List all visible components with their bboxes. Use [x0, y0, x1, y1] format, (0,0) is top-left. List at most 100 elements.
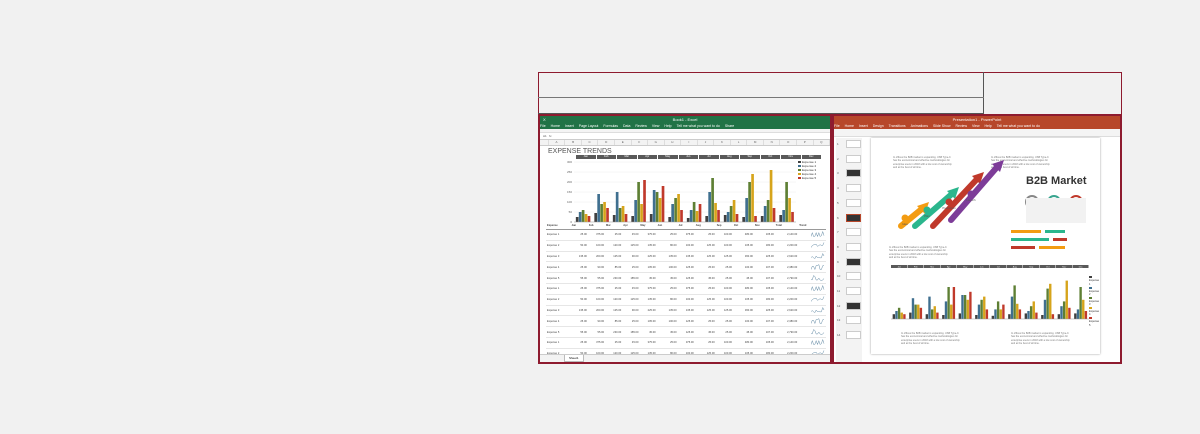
bar-expense-1-nov[interactable]	[1057, 314, 1061, 319]
bar-expense-1-dec[interactable]	[1074, 313, 1077, 319]
bar-expense-2-mar[interactable]	[928, 296, 931, 319]
table-cell[interactable]: 90.00	[622, 305, 640, 317]
table-cell[interactable]: Expense 1	[546, 229, 571, 241]
powerpoint-tab-3[interactable]: Design	[872, 124, 884, 128]
table-header-cell[interactable]: Feb	[587, 222, 606, 230]
excel-tab-6[interactable]: Review	[635, 124, 647, 128]
powerpoint-tab-1[interactable]: Home	[844, 124, 854, 128]
table-cell[interactable]: 90.00	[587, 315, 606, 328]
table-cell[interactable]: 25.00	[694, 315, 716, 328]
slide-thumbnail[interactable]	[846, 140, 861, 148]
bar-expense-4-oct[interactable]	[1049, 283, 1052, 319]
table-cell[interactable]: 107.00	[753, 315, 775, 328]
bar-expense-1-may[interactable]	[958, 313, 962, 319]
table-cell[interactable]: 2,620.00	[774, 251, 799, 263]
column-header-D[interactable]: D	[598, 140, 615, 145]
bar-expense-4-jan[interactable]	[584, 214, 588, 222]
table-cell[interactable]: 2,140.00	[774, 337, 799, 349]
table-cell[interactable]: 135.00	[570, 305, 588, 317]
bar-expense-5-dec[interactable]	[791, 212, 794, 222]
bar-expense-4-jun[interactable]	[983, 296, 986, 319]
table-cell[interactable]: 45.00	[622, 337, 640, 349]
table-cell[interactable]: 125.00	[694, 305, 716, 317]
table-cell[interactable]: 125.00	[694, 251, 716, 263]
table-cell[interactable]: 105.00	[753, 229, 775, 241]
bar-expense-5-feb[interactable]	[606, 208, 609, 222]
bar-expense-4-jun[interactable]	[677, 194, 680, 222]
bar-expense-4-apr[interactable]	[950, 304, 953, 319]
bar-expense-5-jun[interactable]	[985, 309, 989, 319]
bar-expense-5-nov[interactable]	[1068, 307, 1071, 319]
bar-expense-2-dec[interactable]	[1076, 309, 1080, 319]
powerpoint-tab-6[interactable]: Slide Show	[932, 124, 951, 128]
bar-expense-3-jan[interactable]	[581, 210, 585, 222]
bar-expense-5-apr[interactable]	[643, 180, 646, 222]
bar-expense-5-sep[interactable]	[735, 214, 739, 222]
bar-expense-4-nov[interactable]	[769, 170, 773, 222]
bar-expense-2-sep[interactable]	[1027, 311, 1030, 319]
bar-expense-3-jun[interactable]	[674, 198, 677, 222]
table-row[interactable]: Expense 5 55.00 55.00 230.00 185.00 45.00 45.0…	[546, 326, 826, 338]
bar-expense-3-dec[interactable]	[785, 182, 788, 222]
excel-tab-9[interactable]: Tell me what you want to do	[676, 124, 720, 128]
table-cell[interactable]: 2,380.00	[774, 261, 799, 274]
table-cell[interactable]: 107.00	[753, 261, 775, 274]
column-header-O[interactable]: O	[780, 140, 797, 145]
table-cell[interactable]: 200.00	[587, 305, 606, 317]
table-cell[interactable]: 105.00	[639, 261, 657, 274]
slide-thumbnail[interactable]	[846, 316, 861, 325]
table-cell[interactable]: 90.00	[622, 251, 640, 263]
table-cell[interactable]: 100.00	[715, 240, 733, 252]
bar-expense-1-may[interactable]	[649, 214, 653, 222]
table-cell[interactable]: 25.00	[715, 272, 733, 284]
excel-tab-4[interactable]: Formulas	[603, 124, 618, 128]
table-cell[interactable]: 100.00	[587, 240, 606, 252]
powerpoint-tab-7[interactable]: Review	[955, 124, 967, 128]
table-cell[interactable]: Expense 4	[546, 315, 571, 328]
bar-expense-2-feb[interactable]	[597, 194, 600, 222]
table-cell[interactable]: 45.00	[732, 272, 754, 284]
table-cell[interactable]: 100.00	[656, 261, 678, 274]
column-header-F[interactable]: F	[632, 140, 649, 145]
table-cell[interactable]: 480.00	[732, 283, 754, 295]
table-cell[interactable]: 25.00	[715, 261, 733, 274]
bar-expense-2-apr[interactable]	[634, 200, 637, 222]
table-cell[interactable]: 25.00	[570, 337, 588, 349]
bar-expense-2-jul[interactable]	[994, 309, 997, 319]
bar-expense-1-mar[interactable]	[925, 314, 929, 319]
bar-expense-3-feb[interactable]	[914, 304, 917, 319]
table-cell[interactable]: 125.00	[677, 272, 695, 284]
table-header-cell[interactable]: Aug	[694, 222, 716, 230]
table-cell[interactable]: 25.00	[656, 229, 678, 241]
bar-expense-2-jan[interactable]	[895, 311, 898, 319]
slide-thumbnail[interactable]	[846, 301, 861, 310]
bar-expense-5-may[interactable]	[661, 186, 665, 222]
table-cell[interactable]: 105.00	[753, 337, 775, 349]
table-header-cell[interactable]: Apr	[622, 222, 640, 230]
bar-expense-3-jul[interactable]	[996, 301, 1000, 319]
bar-expense-2-jan[interactable]	[578, 212, 582, 222]
bar-expense-1-oct[interactable]	[742, 217, 746, 222]
spreadsheet-area[interactable]: EXPENSE TRENDS Jan Feb Mar Apr May Jun Jul Aug S…	[546, 148, 830, 362]
column-header-G[interactable]: G	[648, 140, 665, 145]
table-header-cell[interactable]: Mar	[605, 222, 623, 230]
table-cell[interactable]: 100.00	[715, 337, 733, 349]
column-header-B[interactable]: B	[565, 140, 582, 145]
table-cell[interactable]: 135.00	[570, 251, 588, 263]
table-cell[interactable]: 100.00	[715, 294, 733, 306]
table-cell[interactable]: 135.00	[656, 251, 678, 263]
bar-expense-2-oct[interactable]	[745, 198, 748, 222]
slide-bar-chart[interactable]: Jan Feb Mar Apr May Jun Jul Aug Sep Oct Nov Dec	[885, 265, 1099, 323]
bar-expense-1-jun[interactable]	[975, 315, 978, 319]
bar-expense-3-feb[interactable]	[600, 204, 603, 222]
table-cell[interactable]: 25.00	[570, 229, 588, 241]
bar-expense-5-sep[interactable]	[1035, 312, 1038, 319]
table-cell[interactable]: 25.00	[656, 283, 678, 295]
table-cell[interactable]: 25.00	[570, 283, 588, 295]
bar-expense-4-sep[interactable]	[1032, 301, 1035, 319]
bar-expense-4-may[interactable]	[966, 299, 969, 319]
table-cell[interactable]: 45.00	[622, 283, 640, 295]
bar-expense-1-sep[interactable]	[723, 215, 727, 222]
table-cell[interactable]: 225.00	[753, 251, 775, 263]
